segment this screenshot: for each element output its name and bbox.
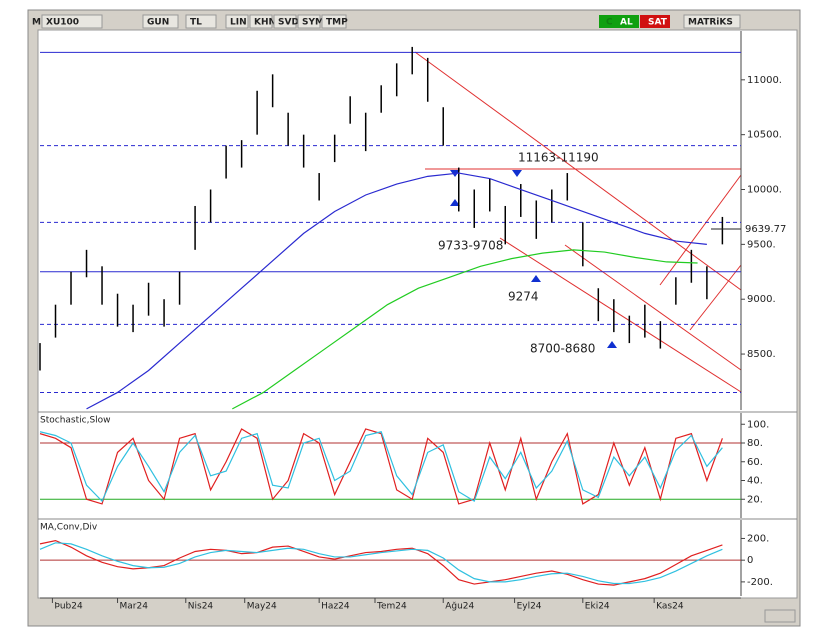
channel-line (414, 51, 742, 291)
channel-line (689, 264, 742, 331)
panel-title: Stochastic,Slow (40, 416, 111, 426)
y-tick-label: 11000. (747, 75, 782, 86)
toolbar-label: TL (190, 18, 202, 28)
toolbar-label: AL (620, 18, 633, 28)
y-tick-label: 20. (747, 494, 763, 505)
series-line (232, 249, 698, 410)
toolbar-label: TMP (326, 18, 348, 28)
toolbar-label: SAT (648, 18, 668, 28)
toolbar-label: KHN (254, 18, 276, 28)
y-tick-label: 80. (747, 438, 763, 449)
toolbar-button[interactable] (297, 14, 321, 29)
arrow (531, 275, 541, 282)
panel-title: MA,Conv,Div (40, 523, 98, 533)
sell-button[interactable] (640, 15, 670, 28)
annotation: 11163-11190 (518, 151, 599, 165)
scroll-buttons[interactable] (764, 609, 796, 623)
series-line (86, 172, 707, 410)
annotation: 8700-8680 (530, 342, 595, 356)
x-tick-label: Haz24 (321, 602, 350, 612)
y-tick-label: 8500. (747, 349, 776, 360)
toolbar-items: M XU100 GUN TL LIN KHN SVD SYM TMP C AL SAT MATRiKS (32, 14, 741, 29)
toolbar-label: SYM (302, 18, 324, 28)
x-tick-label: Eyl24 (517, 602, 542, 612)
toolbar-button[interactable] (185, 14, 217, 29)
y-tick-label: -200. (747, 577, 773, 588)
channel-line (659, 174, 742, 286)
chart-area (37, 29, 798, 599)
toolbar-label: GUN (147, 18, 169, 28)
x-tick-label: Mar24 (120, 602, 149, 612)
toolbar-label: XU100 (46, 18, 79, 28)
y-tick-label: 10500. (747, 130, 782, 141)
x-tick-label: Eki24 (585, 602, 610, 612)
x-tick-label: Tem24 (376, 602, 407, 612)
series-line (39, 428, 723, 505)
y-tick-label: 60. (747, 457, 763, 468)
x-tick-label: May24 (247, 602, 277, 612)
annotation: 9733-9708 (438, 239, 503, 253)
toolbar-label: C (606, 18, 613, 28)
y-tick-label: 10000. (747, 185, 782, 196)
last-price-label: 9639.77 (745, 224, 786, 235)
y-tick-label: 9000. (747, 294, 776, 305)
y-tick-label: 100. (747, 419, 769, 430)
buy-button[interactable] (599, 15, 639, 28)
toolbar-label: MATRiKS (688, 18, 733, 28)
toolbar-button[interactable] (249, 14, 273, 29)
toolbar-button[interactable] (225, 14, 249, 29)
toolbar-button[interactable] (273, 14, 297, 29)
y-tick-label: 0 (747, 555, 753, 566)
series-line (39, 431, 723, 503)
toolbar-button[interactable] (683, 14, 741, 29)
toolbar-label: M (32, 18, 41, 28)
x-tick-label: Þub24 (54, 602, 83, 612)
toolbar-button[interactable] (142, 14, 179, 29)
arrow (607, 341, 617, 348)
toolbar-button[interactable] (41, 14, 103, 29)
x-tick-label: Nis24 (188, 602, 214, 612)
arrow (450, 199, 460, 206)
y-tick-label: 9500. (747, 239, 776, 250)
annotation: 9274 (508, 290, 539, 304)
x-tick-label: Ağu24 (445, 602, 474, 612)
toolbar-label: LIN (230, 18, 247, 28)
toolbar-button[interactable] (321, 14, 347, 29)
y-tick-label: 200. (747, 533, 769, 544)
channel-line (564, 244, 742, 371)
toolbar-label: SVD (278, 18, 299, 28)
annotations (414, 51, 796, 623)
channel-line (499, 237, 742, 393)
arrow (512, 170, 522, 177)
series-line (39, 542, 723, 585)
y-tick-label: 40. (747, 476, 763, 487)
x-tick-label: Kas24 (656, 602, 684, 612)
